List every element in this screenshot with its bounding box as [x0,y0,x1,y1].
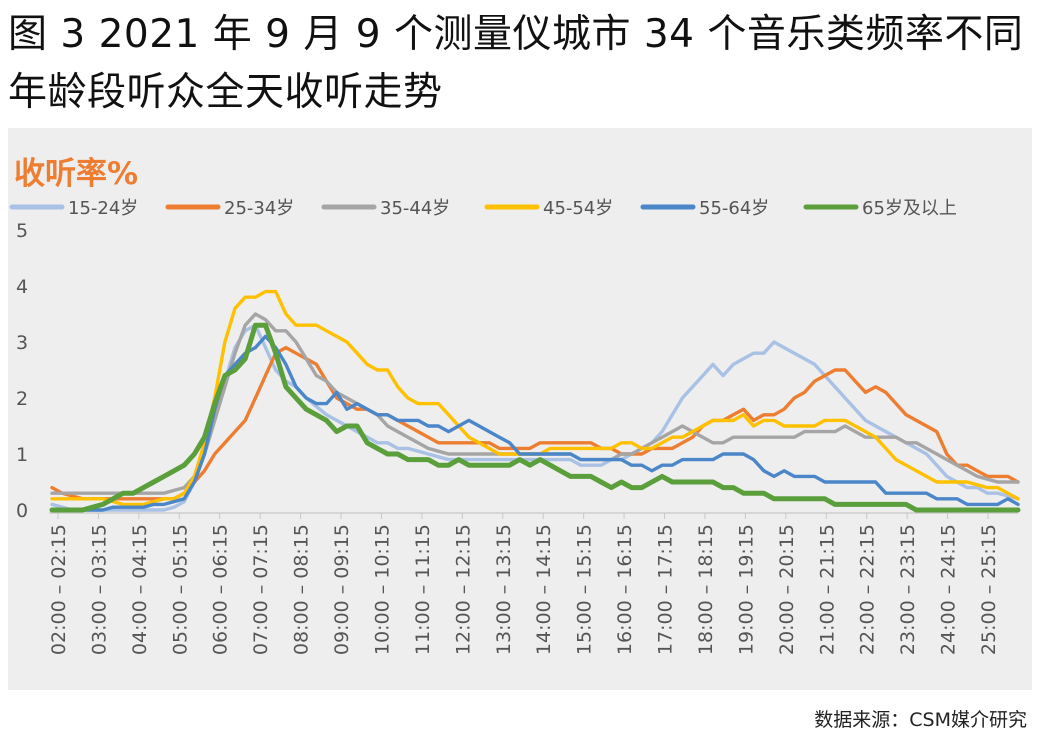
y-axis-title: 收听率% [14,156,139,192]
x-tick-label: 02:00 – 02:15 [48,524,70,655]
series-line [49,322,1021,513]
x-tick-label: 09:00 – 09:15 [331,524,353,655]
legend-label: 25-34岁 [224,198,294,219]
x-tick-label: 17:00 – 17:15 [655,524,677,655]
chart-panel [8,128,1032,690]
y-tick-label: 4 [16,276,28,298]
y-tick-label: 5 [16,220,28,242]
x-tick-label: 10:00 – 10:15 [371,524,393,655]
x-tick-label: 16:00 – 16:15 [614,524,636,655]
legend: 15-24岁 25-34岁 35-44岁 45-54岁 55-64岁 65岁及以上 [9,198,957,219]
x-tick-label: 11:00 – 11:15 [412,524,434,655]
x-tick-label: 21:00 – 21:15 [816,524,838,655]
x-tick-label: 22:00 – 22:15 [857,524,879,655]
x-tick-label: 07:00 – 07:15 [250,524,272,655]
x-tick-label: 23:00 – 23:15 [897,524,919,655]
series-lines [49,289,1021,513]
y-tick-label: 0 [16,500,28,522]
chart-title: 图 3 2021 年 9 月 9 个测量仪城市 34 个音乐类频率不同年龄段听众… [8,12,1024,115]
y-tick-label: 1 [16,444,28,466]
x-tick-label: 24:00 – 24:15 [938,524,960,655]
series-line [50,345,1020,501]
legend-label: 35-44岁 [380,198,450,219]
x-axis: 02:00 – 02:15 03:00 – 03:15 04:00 – 04:15 0… [48,512,1018,655]
x-tick-label: 12:00 – 12:15 [452,524,474,655]
legend-label: 55-64岁 [699,198,769,219]
x-tick-label: 04:00 – 04:15 [129,524,151,655]
x-tick-label: 03:00 – 03:15 [88,524,110,655]
x-tick-label: 05:00 – 05:15 [169,524,191,655]
x-tick-label: 18:00 – 18:15 [695,524,717,655]
x-tick-label: 20:00 – 20:15 [776,524,798,655]
x-tick-label: 06:00 – 06:15 [210,524,232,655]
y-axis: 0 1 2 3 4 5 [16,220,28,522]
x-tick-label: 13:00 – 13:15 [493,524,515,655]
y-tick-label: 2 [16,388,28,410]
y-tick-label: 3 [16,332,28,354]
x-tick-label: 14:00 – 14:15 [533,524,555,655]
legend-label: 65岁及以上 [862,198,957,219]
data-source: 数据来源：CSM媒介研究 [814,709,1027,731]
x-tick-label: 25:00 – 25:15 [978,524,1000,655]
x-tick-label: 19:00 – 19:15 [735,524,757,655]
legend-label: 45-54岁 [543,198,613,219]
x-tick-label: 15:00 – 15:15 [574,524,596,655]
legend-label: 15-24岁 [68,198,138,219]
x-tick-label: 08:00 – 08:15 [291,524,313,655]
